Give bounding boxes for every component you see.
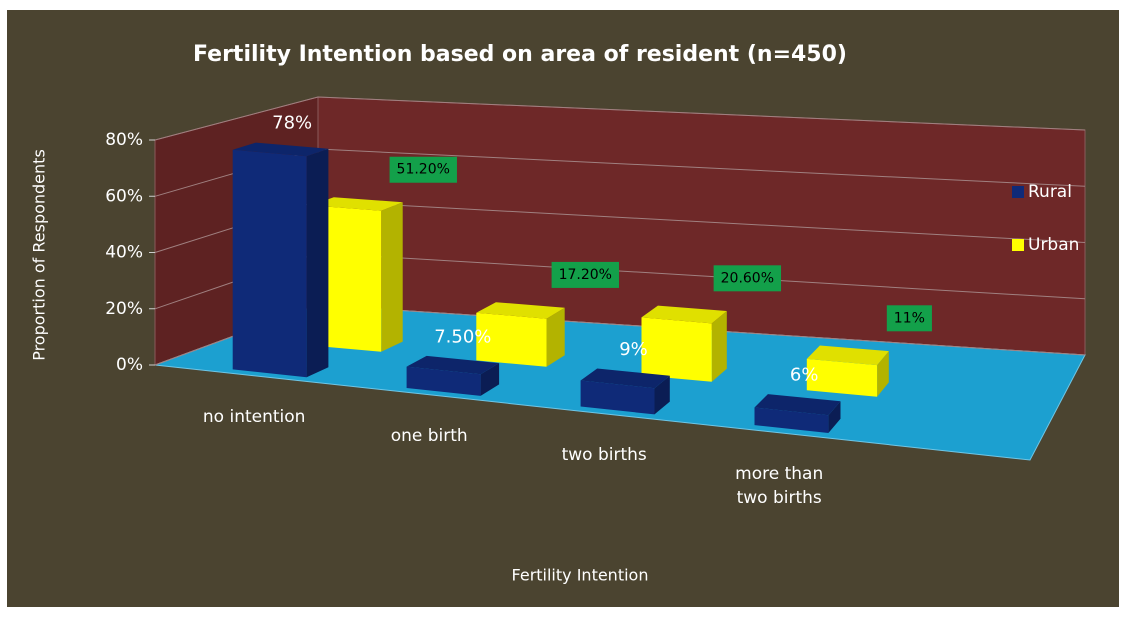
bar-side bbox=[480, 363, 500, 396]
bar-side bbox=[711, 311, 727, 382]
y-axis-title: Proportion of Respondents bbox=[30, 149, 49, 361]
y-tick-label: 80% bbox=[105, 130, 143, 150]
legend-label: Urban bbox=[1028, 235, 1079, 255]
bar-top bbox=[806, 345, 889, 366]
bar-front bbox=[641, 317, 712, 382]
bar-side bbox=[877, 351, 889, 397]
bar-top bbox=[311, 197, 403, 211]
bar-side bbox=[654, 375, 670, 415]
grid-line bbox=[154, 96, 1086, 141]
y-tick-label: 40% bbox=[105, 243, 143, 263]
bar bbox=[406, 355, 500, 396]
bar-side bbox=[306, 148, 329, 378]
bar-side bbox=[381, 202, 403, 352]
x-tick-label: one birth bbox=[390, 425, 468, 446]
value-label: 51.20% bbox=[397, 162, 450, 178]
bar-front bbox=[311, 205, 382, 352]
bar bbox=[476, 302, 565, 367]
bar-front bbox=[806, 358, 878, 397]
legend-swatch bbox=[1012, 186, 1024, 198]
x-tick-label: no intention bbox=[202, 406, 306, 427]
bar-side bbox=[828, 401, 841, 433]
value-label: 6% bbox=[790, 365, 819, 386]
bar-top bbox=[754, 394, 841, 416]
value-label-box bbox=[713, 265, 782, 292]
bar bbox=[580, 368, 670, 415]
value-label-box bbox=[389, 156, 457, 183]
bar-top bbox=[580, 368, 670, 389]
bar-front bbox=[406, 366, 481, 396]
x-tick-label: two births bbox=[561, 444, 647, 465]
bar-front bbox=[476, 312, 547, 367]
value-label: 78% bbox=[272, 113, 312, 134]
chart-title: Fertility Intention based on area of res… bbox=[193, 42, 847, 67]
y-tick-label: 0% bbox=[116, 355, 143, 375]
bar bbox=[641, 305, 727, 382]
x-axis-title: Fertility Intention bbox=[512, 566, 649, 585]
value-label: 7.50% bbox=[434, 326, 491, 347]
bar-top bbox=[232, 142, 329, 157]
value-label-box bbox=[886, 305, 932, 332]
bar bbox=[232, 142, 329, 378]
bar-front bbox=[754, 407, 829, 433]
bar-top bbox=[641, 305, 727, 324]
value-label: 11% bbox=[894, 310, 925, 326]
bar-top bbox=[476, 302, 565, 319]
x-tick-label: more than two births bbox=[735, 463, 824, 508]
value-label: 17.20% bbox=[559, 267, 612, 283]
bar bbox=[806, 345, 889, 397]
bar bbox=[311, 197, 403, 352]
bar-top bbox=[406, 355, 500, 375]
value-label: 9% bbox=[619, 339, 648, 360]
value-label: 20.60% bbox=[721, 270, 774, 286]
legend-label: Rural bbox=[1028, 182, 1072, 202]
y-tick-label: 20% bbox=[105, 299, 143, 319]
legend-swatch bbox=[1012, 239, 1024, 251]
y-tick-label: 60% bbox=[105, 186, 143, 206]
bar-side bbox=[546, 307, 565, 367]
bar bbox=[754, 394, 841, 433]
value-label-box bbox=[551, 261, 619, 288]
bar-front bbox=[580, 380, 655, 415]
bar-front bbox=[232, 149, 307, 378]
